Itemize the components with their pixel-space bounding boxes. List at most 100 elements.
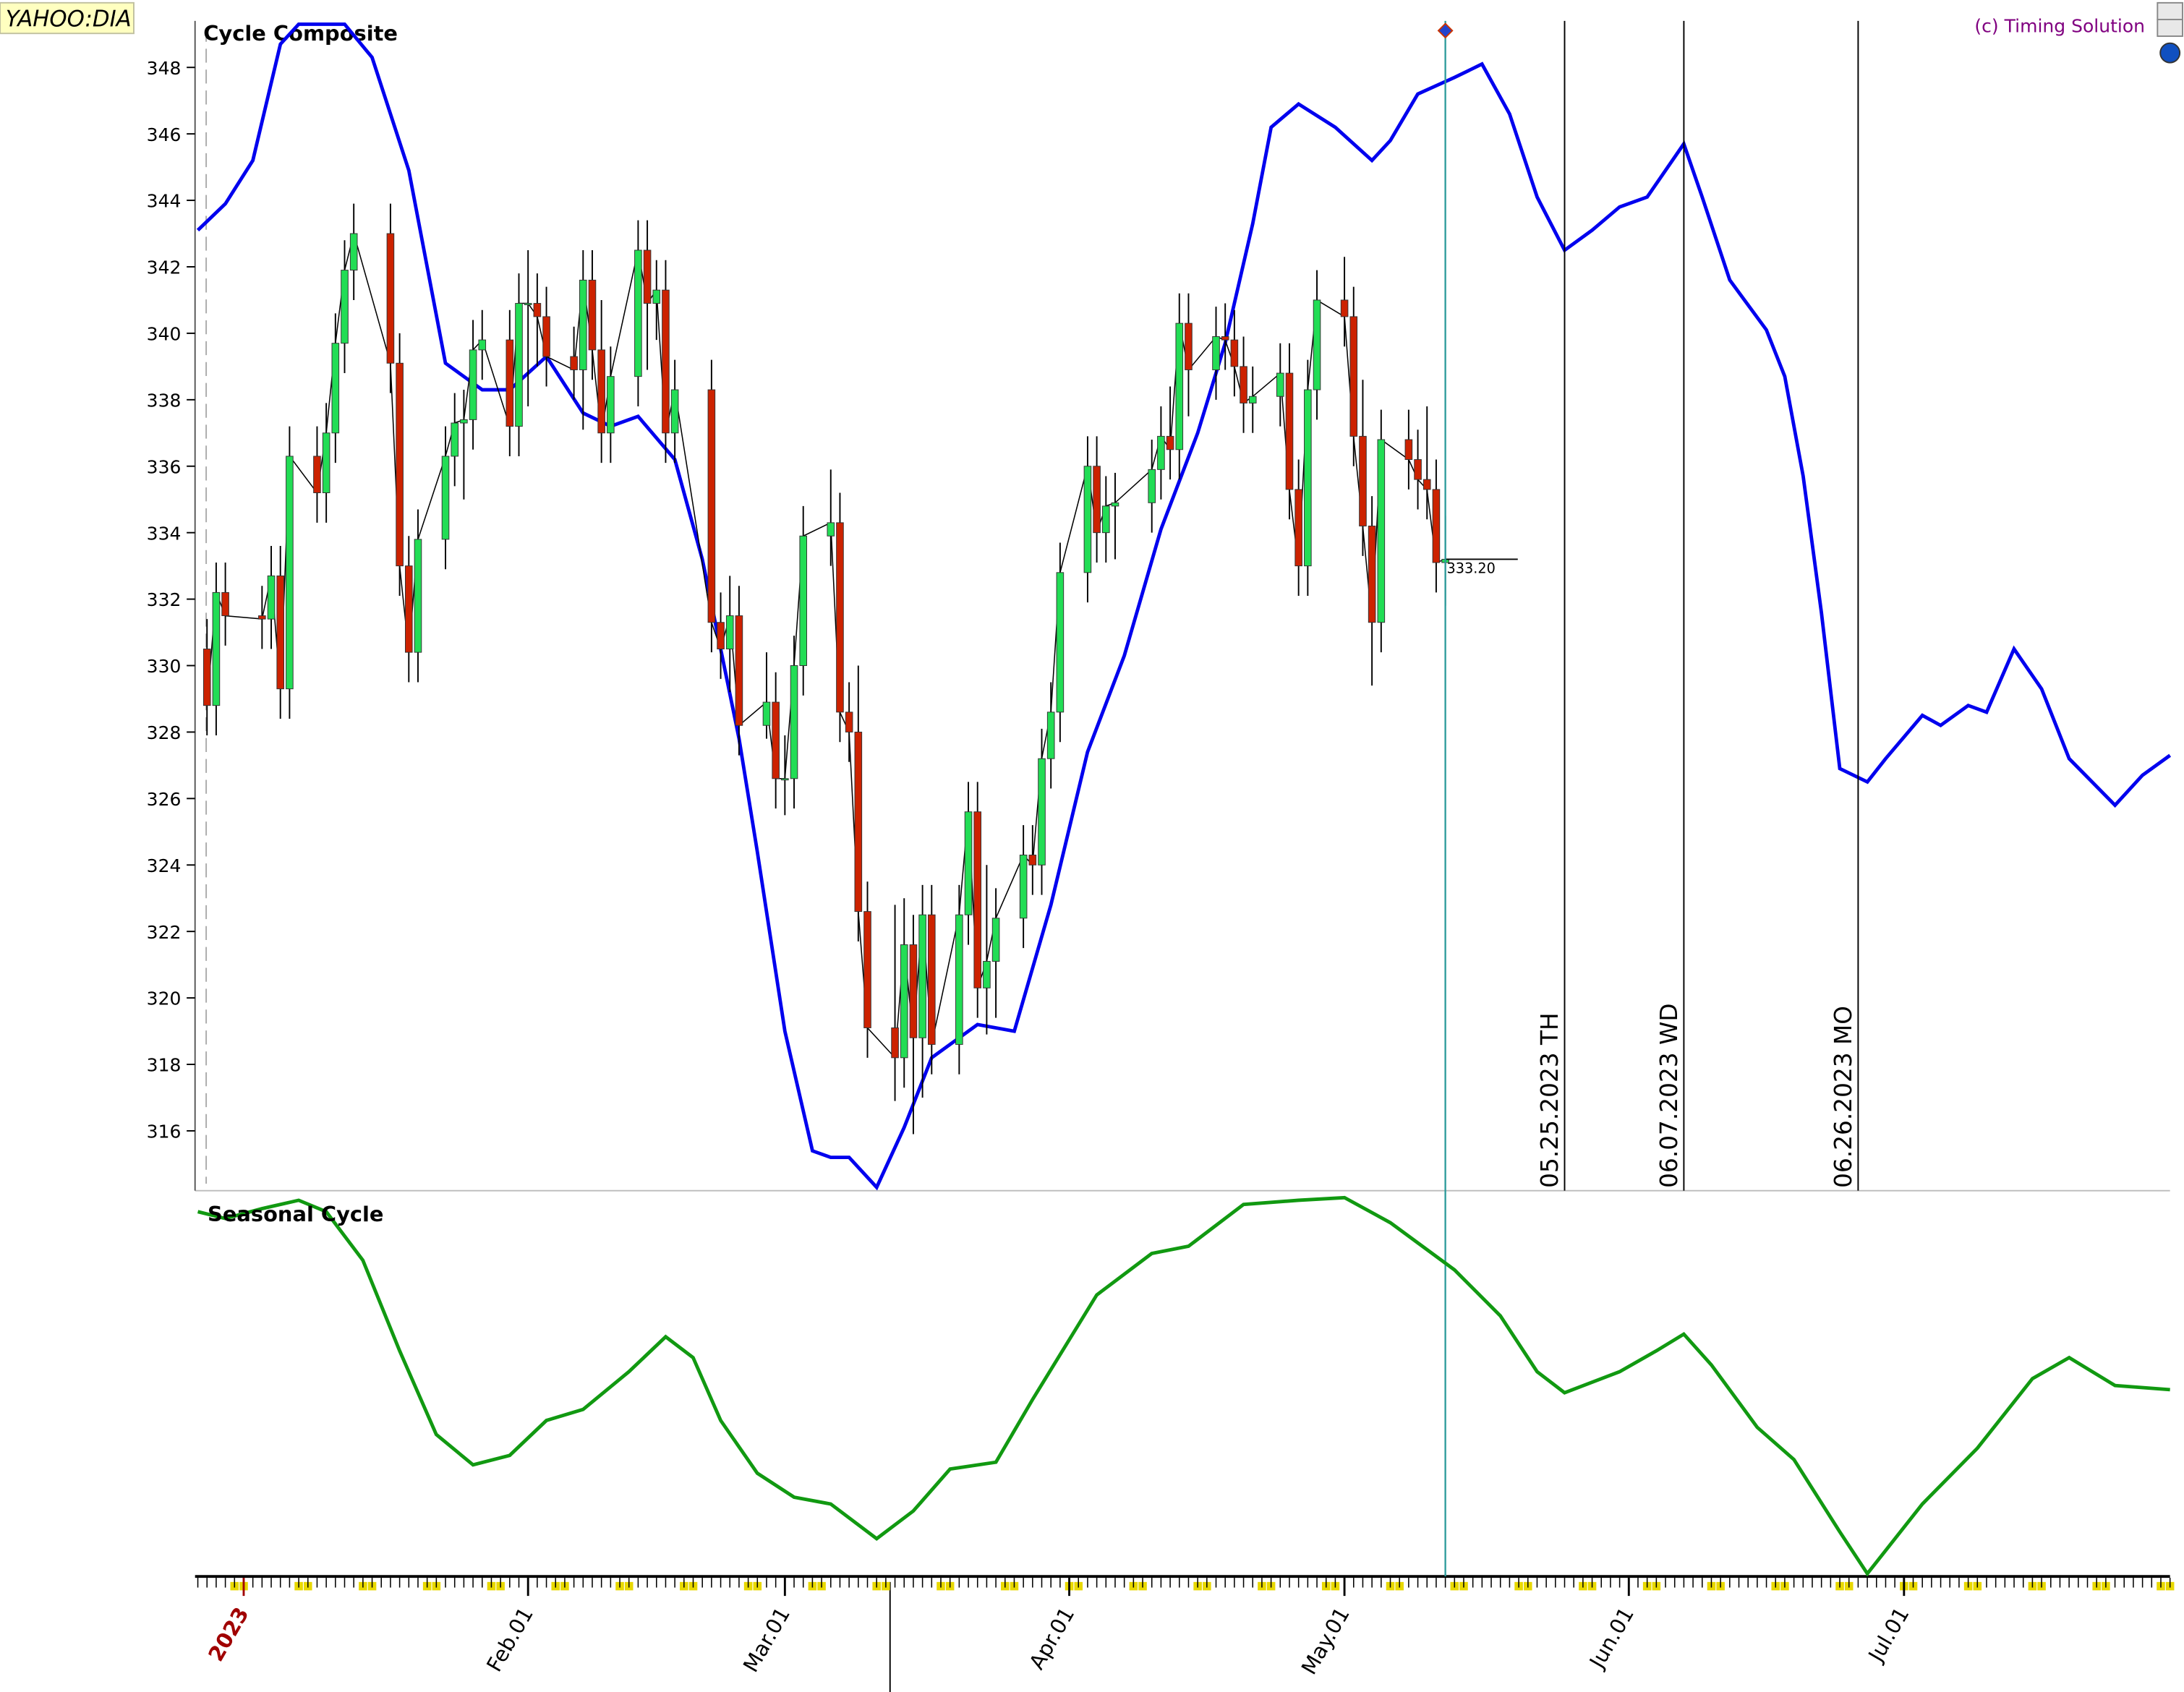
event-label: 05.25.2023 TH bbox=[1536, 1012, 1564, 1187]
candle-body bbox=[1175, 322, 1184, 450]
candle-body bbox=[973, 811, 982, 988]
candle-body bbox=[202, 649, 211, 706]
candle-body bbox=[662, 289, 670, 434]
candle-body bbox=[1404, 439, 1413, 461]
y-tick-label: 320 bbox=[147, 988, 182, 1009]
y-tick-label: 334 bbox=[147, 523, 182, 544]
scroll-button[interactable] bbox=[2157, 1, 2183, 20]
candle-body bbox=[927, 914, 936, 1045]
candle-body bbox=[1093, 466, 1101, 534]
candle-body bbox=[1432, 489, 1441, 563]
candle-body bbox=[533, 303, 542, 317]
candle-body bbox=[1422, 479, 1431, 490]
candle-body bbox=[570, 356, 578, 370]
y-tick-label: 340 bbox=[147, 324, 182, 345]
y-tick-label: 346 bbox=[147, 124, 182, 145]
candle-body bbox=[331, 343, 340, 434]
candle-body bbox=[506, 339, 514, 427]
candle-body bbox=[396, 362, 404, 567]
candle-body bbox=[1101, 505, 1110, 534]
candle-body bbox=[588, 279, 597, 351]
candle-body bbox=[1185, 322, 1193, 370]
scroll-button[interactable] bbox=[2157, 19, 2183, 38]
y-tick-label: 318 bbox=[147, 1055, 182, 1076]
candle-body bbox=[836, 522, 844, 713]
candle-body bbox=[918, 914, 926, 1038]
symbol-box[interactable] bbox=[0, 1, 135, 35]
candle-body bbox=[863, 911, 871, 1028]
candle-body bbox=[1359, 435, 1367, 526]
candle-body bbox=[790, 665, 798, 779]
candle-body bbox=[404, 565, 413, 653]
seasonal-line bbox=[197, 1195, 2170, 1577]
candle-body bbox=[386, 233, 395, 364]
candle-body bbox=[322, 432, 330, 493]
candle-body bbox=[1083, 466, 1092, 573]
candle-body bbox=[441, 456, 450, 540]
y-tick-label: 326 bbox=[147, 789, 182, 810]
globe-icon[interactable] bbox=[2159, 42, 2181, 64]
candle-body bbox=[212, 591, 221, 706]
candle-body bbox=[267, 575, 276, 620]
candle-body bbox=[1285, 372, 1294, 490]
candle-body bbox=[1038, 758, 1046, 866]
candle-body bbox=[827, 522, 835, 537]
candle-body bbox=[276, 575, 285, 690]
close-line bbox=[206, 231, 1446, 1059]
candle-body bbox=[349, 233, 358, 271]
candle-body bbox=[1304, 389, 1312, 567]
candle-body bbox=[1276, 372, 1284, 397]
candle-body bbox=[854, 731, 863, 913]
candle-body bbox=[1414, 459, 1422, 480]
y-tick-label: 316 bbox=[147, 1121, 182, 1142]
candle-body bbox=[1240, 366, 1247, 403]
candle-body bbox=[900, 944, 908, 1059]
candle-body bbox=[1313, 299, 1321, 390]
y-tick-label: 348 bbox=[147, 58, 182, 79]
candle-body bbox=[955, 914, 963, 1045]
pane-title: Seasonal Cycle bbox=[208, 1202, 384, 1226]
candle-body bbox=[460, 419, 468, 424]
candle-body bbox=[341, 270, 349, 344]
candle-body bbox=[1248, 396, 1257, 403]
candle-body bbox=[478, 339, 487, 351]
candle-body bbox=[1230, 339, 1239, 367]
candle-body bbox=[717, 622, 725, 650]
y-tick-label: 332 bbox=[147, 589, 182, 610]
candle-body bbox=[799, 535, 808, 666]
candle-body bbox=[845, 712, 853, 732]
candle-body bbox=[258, 615, 266, 620]
candle-body bbox=[1377, 439, 1386, 623]
candle-body bbox=[1212, 336, 1220, 370]
candle-body bbox=[1046, 712, 1055, 759]
candle-body bbox=[781, 778, 789, 781]
candle-body bbox=[735, 615, 743, 726]
candle-body bbox=[1368, 525, 1376, 623]
candle-body bbox=[1340, 299, 1349, 317]
candle-body bbox=[313, 456, 321, 493]
candle-body bbox=[1056, 572, 1065, 713]
candle-body bbox=[579, 279, 587, 370]
symbol: YAHOO:DIA bbox=[6, 7, 132, 33]
candle-body bbox=[991, 918, 1000, 962]
event-label: 06.07.2023 WD bbox=[1655, 1003, 1683, 1187]
candle-body bbox=[1166, 435, 1174, 450]
candle-body bbox=[1221, 336, 1229, 341]
candle-body bbox=[221, 591, 229, 617]
y-tick-label: 342 bbox=[147, 257, 182, 278]
y-tick-label: 330 bbox=[147, 656, 182, 677]
candle-body bbox=[451, 422, 459, 457]
candle-body bbox=[286, 456, 294, 690]
credit: (c) Timing Solution bbox=[1974, 15, 2145, 36]
event-label: 06.26.2023 MO bbox=[1830, 1006, 1857, 1188]
y-tick-label: 338 bbox=[147, 390, 182, 411]
candle-body bbox=[597, 349, 605, 434]
candle-body bbox=[670, 389, 679, 434]
candle-body bbox=[652, 289, 661, 304]
candle-body bbox=[1294, 489, 1302, 567]
candle-body bbox=[772, 701, 780, 779]
candle-body bbox=[469, 349, 477, 420]
candle-body bbox=[542, 316, 550, 357]
y-tick-label: 328 bbox=[147, 722, 182, 743]
